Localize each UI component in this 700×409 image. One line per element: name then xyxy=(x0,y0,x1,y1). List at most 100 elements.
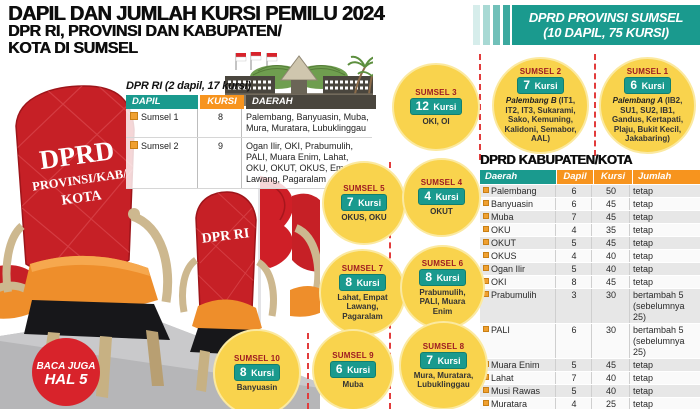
kursi-word: Kursi xyxy=(433,101,457,112)
kursi-count: 4 xyxy=(424,189,432,204)
dapil-value: Sumsel 1 xyxy=(141,112,179,122)
dapil-cell: 5 xyxy=(556,359,592,371)
dapil-circle-sumsel-2: SUMSEL 2 7 Kursi Palembang B (IT1, IT2, I… xyxy=(492,57,589,154)
kursi-cell: 45 xyxy=(592,237,630,249)
kursi-badge: 7 Kursi xyxy=(340,193,388,211)
indonesian-flag-icon xyxy=(250,52,262,70)
daerah-list: (IB2, SU1, SU2, IB1, Gandus, Kertapati, … xyxy=(611,96,684,144)
kursi-badge: 6 Kursi xyxy=(329,360,377,378)
dapil-cell: 7 xyxy=(556,372,592,384)
daerah-list: Prabumulih, PALI, Muara Enim xyxy=(419,287,466,316)
dapil-cell: 5 xyxy=(556,237,592,249)
daerah-cell: Ogan Ilir, OKI, Prabumulih, PALI, Muara … xyxy=(246,141,357,184)
dapil-circle-sumsel-6: SUMSEL 6 8 Kursi Prabumulih, PALI, Muara… xyxy=(400,245,485,330)
dapil-cell: 5 xyxy=(556,263,592,275)
right-chair-cushion xyxy=(290,286,320,317)
jumlah-cell: tetap xyxy=(633,199,654,209)
daerah-value: Lahat xyxy=(491,373,514,383)
jumlah-cell: tetap xyxy=(633,399,654,409)
kursi-cell: 35 xyxy=(592,224,630,236)
kursi-cell: 8 xyxy=(198,109,242,137)
kursi-count: 8 xyxy=(345,274,353,289)
title-line2: DPR RI, PROVINSI DAN KABUPATEN/ xyxy=(8,23,282,41)
dapil-circle-sumsel-10: SUMSEL 10 8 Kursi Banyuasin xyxy=(213,329,301,409)
dapil-cell: 4 xyxy=(556,398,592,409)
dapil-daerah: OKUT xyxy=(422,207,461,217)
kursi-badge: 6 Kursi xyxy=(624,77,671,95)
daerah-value: Musi Rawas xyxy=(491,386,541,396)
daerah-value: Ogan Ilir xyxy=(491,264,526,274)
table-row: OKUS 4 40 tetap xyxy=(480,250,700,263)
jumlah-cell: bertambah 5 (sebelumnya 25) xyxy=(633,325,685,357)
dapil-daerah: Muba xyxy=(335,380,372,390)
dpr-ri-table-header: DAPIL KURSI DAERAH xyxy=(126,95,376,109)
roof-ribs xyxy=(252,65,346,76)
daerah-cell: OKI xyxy=(480,276,556,288)
dapil-value: Sumsel 2 xyxy=(141,141,179,151)
dapil-cell: 6 xyxy=(556,185,592,197)
daerah-value: OKUT xyxy=(491,238,517,248)
daerah-list: Muba xyxy=(342,379,364,389)
dapil-cell: 3 xyxy=(556,289,592,323)
dapil-name: SUMSEL 1 xyxy=(626,67,669,77)
dapil-cell: Sumsel 1 xyxy=(126,109,198,137)
page-title: DAPIL DAN JUMLAH KURSI PEMILU 2024 DPR R… xyxy=(8,3,385,57)
dapil-name: SUMSEL 6 xyxy=(421,258,464,268)
dapil-name: SUMSEL 10 xyxy=(233,353,281,363)
table-row: Muratara 4 25 tetap xyxy=(480,398,700,409)
jumlah-cell: tetap xyxy=(633,386,654,396)
bullet-icon xyxy=(483,400,489,406)
jumlah-cell: tetap xyxy=(633,277,654,287)
daerah-cell: Palembang, Banyuasin, Muba, Mura, Murata… xyxy=(246,112,369,133)
dapil-circle-sumsel-7: SUMSEL 7 8 Kursi Lahat, Empat Lawang, Pa… xyxy=(319,249,406,336)
kursi-word: Kursi xyxy=(534,81,558,92)
kursi-cell: 45 xyxy=(592,211,630,223)
jumlah-cell: tetap xyxy=(633,186,654,196)
daerah-cell: PALI xyxy=(480,324,556,358)
kabkota-table: DPRD KABUPATEN/KOTA Daerah Dapil Kursi J… xyxy=(480,152,700,409)
bullet-icon xyxy=(483,252,489,258)
dapil-cell: 8 xyxy=(556,276,592,288)
kursi-cell: 50 xyxy=(592,185,630,197)
kursi-word: Kursi xyxy=(347,364,371,375)
daerah-cell: Muba xyxy=(480,211,556,223)
dapil-name: SUMSEL 7 xyxy=(341,263,384,273)
baca-juga-line2: HAL 5 xyxy=(44,371,88,388)
daerah-value: Banyuasin xyxy=(491,199,534,209)
badge-stripes xyxy=(473,5,510,45)
dapil-name: SUMSEL 3 xyxy=(415,87,457,97)
dapil-name: SUMSEL 2 xyxy=(519,67,562,77)
palm-tree-icon xyxy=(347,55,373,95)
table-row: Lahat 7 40 tetap xyxy=(480,372,700,385)
kursi-cell: 40 xyxy=(592,250,630,262)
kursi-cell: 40 xyxy=(592,372,630,384)
kursi-cell: 40 xyxy=(592,385,630,397)
bullet-icon xyxy=(483,200,489,206)
big-chair-base xyxy=(24,300,170,340)
dashed-divider xyxy=(594,54,596,156)
kabkota-table-header: Daerah Dapil Kursi Jumlah xyxy=(480,170,700,184)
daerah-cell: OKUT xyxy=(480,237,556,249)
small-chair-cushion xyxy=(192,299,262,335)
dapil-circle-sumsel-1: SUMSEL 1 6 Kursi Palembang A (IB2, SU1, S… xyxy=(599,57,696,154)
jumlah-cell: tetap xyxy=(633,360,654,370)
kursi-count: 12 xyxy=(415,98,429,113)
table-row: PALI 6 30 bertambah 5 (sebelumnya 25) xyxy=(480,324,700,359)
armrest-knob xyxy=(128,208,140,220)
title-line1: DAPIL DAN JUMLAH KURSI PEMILU 2024 xyxy=(8,3,385,25)
bullet-icon xyxy=(483,387,489,393)
dapil-circle-sumsel-3: SUMSEL 3 12 Kursi OKI, OI xyxy=(392,63,480,151)
kursi-word: Kursi xyxy=(641,81,665,92)
dapil-cell: 6 xyxy=(556,324,592,358)
daerah-cell: Lahat xyxy=(480,372,556,384)
dapil-name: SUMSEL 8 xyxy=(422,341,465,351)
small-chair-label: DPR RI xyxy=(201,226,250,247)
kursi-cell: 45 xyxy=(592,198,630,210)
daerah-cell: Muratara xyxy=(480,398,556,409)
dapil-cell: Sumsel 2 xyxy=(126,138,198,188)
dpr-ri-table-title: DPR RI (2 dapil, 17 kursi) xyxy=(126,80,252,92)
table-row: OKI 8 45 tetap xyxy=(480,276,700,289)
col-header-dapil: Dapil xyxy=(557,170,593,184)
baca-juga-badge xyxy=(32,338,100,406)
